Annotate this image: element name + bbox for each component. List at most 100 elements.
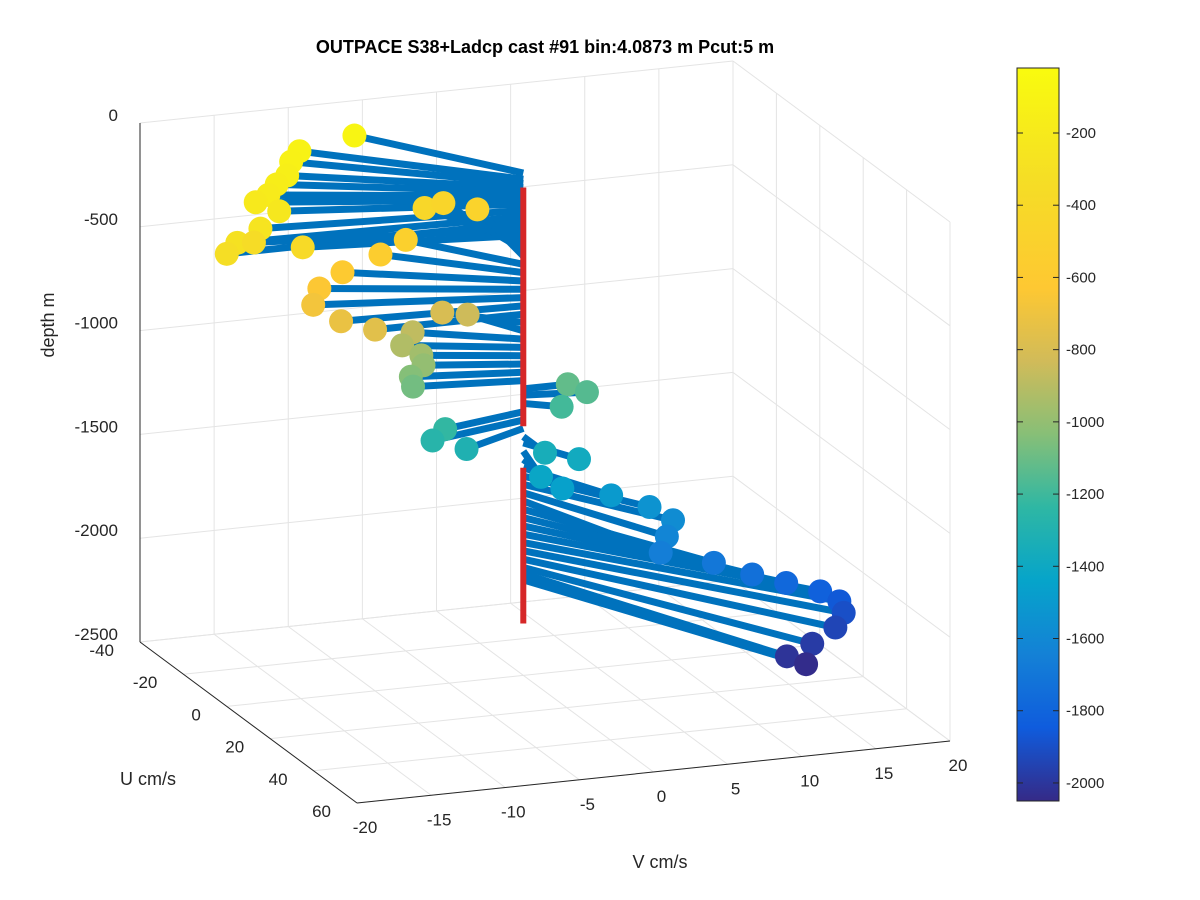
- data-point: [241, 230, 266, 255]
- chart-title: OUTPACE S38+Ladcp cast #91 bin:4.0873 m …: [316, 37, 774, 57]
- colorbar: -200 -400 -600 -800 -1000 -1200 -1400 -1600 -180…: [1016, 67, 1104, 802]
- data-point: [599, 483, 624, 508]
- data-point: [574, 380, 599, 405]
- y-tick-label: 0: [191, 705, 200, 724]
- z-axis-label: depth m: [38, 292, 58, 357]
- data-point: [549, 394, 574, 419]
- x-tick-label: -10: [501, 803, 526, 822]
- colorbar-tick-label: -1400: [1066, 558, 1104, 575]
- back-wall-grid-line: [139, 60, 734, 124]
- y-axis-line: [139, 641, 358, 804]
- velocity-vector: [522, 564, 814, 648]
- data-point: [808, 579, 833, 604]
- data-point: [412, 195, 437, 220]
- side-wall-grid-line: [732, 164, 951, 327]
- data-point: [401, 374, 426, 399]
- colorbar-tick-label: -200: [1066, 125, 1096, 142]
- back-wall-grid-line: [139, 475, 734, 539]
- velocity-vector: [342, 268, 524, 285]
- velocity-vector: [444, 408, 525, 433]
- data-point: [342, 123, 367, 148]
- x-tick-label: 0: [657, 787, 666, 806]
- z-tick-label: -2500: [75, 625, 118, 644]
- side-wall-grid-line: [732, 60, 951, 223]
- side-wall-grid-line: [732, 475, 951, 638]
- back-wall-grid-line: [139, 579, 734, 643]
- data-point: [794, 652, 819, 677]
- floor-grid-line: [584, 595, 803, 757]
- data-point: [368, 242, 393, 267]
- data-point: [330, 260, 355, 285]
- y-tick-label: -40: [89, 641, 114, 660]
- data-point: [701, 550, 726, 575]
- velocity-vector: [423, 360, 524, 369]
- side-wall-grid-line: [732, 268, 951, 431]
- floor-grid-line: [213, 633, 432, 796]
- data-point: [329, 309, 354, 334]
- x-tick-label: -5: [580, 795, 595, 814]
- data-point: [740, 562, 765, 587]
- data-point: [648, 540, 673, 565]
- data-point: [431, 191, 456, 216]
- data-point: [637, 494, 662, 519]
- axes-grid: [139, 60, 951, 804]
- colorbar-tick-label: -600: [1066, 269, 1096, 286]
- colorbar-tick-label: -2000: [1066, 775, 1104, 792]
- velocity-vector: [319, 285, 524, 293]
- data-point: [555, 372, 580, 397]
- data-point: [566, 447, 591, 472]
- velocity-vector: [286, 171, 524, 192]
- velocity-vector: [276, 180, 524, 196]
- velocity-vector: [268, 191, 524, 200]
- data-point: [533, 440, 557, 465]
- floor-grid-line: [313, 708, 907, 772]
- velocity-vector: [380, 251, 524, 277]
- x-tick-label: 15: [874, 764, 893, 783]
- colorbar-tick-label: -400: [1066, 197, 1096, 214]
- data-marks: [214, 123, 856, 677]
- data-point: [455, 302, 480, 327]
- floor-grid-line: [270, 676, 864, 740]
- x-tick-label: -20: [353, 818, 378, 837]
- y-tick-label: 60: [312, 802, 331, 821]
- data-point: [454, 436, 479, 461]
- x-tick-label: 20: [949, 756, 968, 775]
- data-point: [243, 190, 268, 215]
- x-tick-label: 5: [731, 779, 740, 798]
- data-point: [823, 615, 848, 640]
- velocity-vector: [522, 576, 808, 668]
- data-point: [774, 570, 799, 595]
- data-point: [267, 199, 292, 224]
- colorbar-tick-label: -1200: [1066, 486, 1104, 503]
- side-wall-grid-line: [732, 579, 951, 742]
- x-tick-label: -15: [427, 810, 452, 829]
- velocity-vector: [522, 555, 837, 631]
- z-tick-label: -1000: [75, 314, 118, 333]
- velocity-vector: [522, 547, 845, 617]
- floor-grid-line: [226, 643, 820, 707]
- velocity-vector: [522, 489, 668, 540]
- data-point: [420, 428, 445, 453]
- axis-ticks: -20 -15 -10 -5 0 5 10 15 20 -40 -20 0 20 40 60 0 -500 -10…: [75, 106, 968, 837]
- back-wall-grid-line: [139, 371, 734, 435]
- velocity-vector: [299, 147, 524, 183]
- velocity-vector: [412, 377, 524, 391]
- data-point: [430, 300, 455, 325]
- y-tick-label: -20: [133, 673, 158, 692]
- velocity-vector: [410, 368, 524, 381]
- side-wall-grid-line: [732, 371, 951, 534]
- data-point: [550, 476, 575, 501]
- x-axis-line: [356, 740, 951, 804]
- y-tick-label: 20: [225, 738, 244, 757]
- floor-grid-line: [287, 626, 506, 788]
- z-tick-label: -500: [84, 210, 118, 229]
- data-point: [800, 631, 825, 656]
- data-point: [301, 292, 326, 317]
- velocity-vector: [290, 158, 524, 187]
- colorbar-tick-label: -1800: [1066, 703, 1104, 720]
- floor-grid-line: [362, 618, 580, 781]
- velocity-vector: [353, 132, 525, 177]
- colorbar-tick-label: -800: [1066, 342, 1096, 359]
- data-point: [393, 227, 418, 252]
